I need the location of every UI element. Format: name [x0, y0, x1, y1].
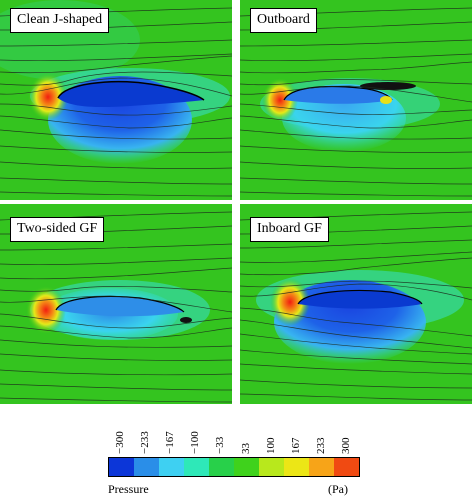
- colorbar-segment: [159, 458, 184, 476]
- colorbar-tick-label: 167: [290, 437, 302, 455]
- colorbar-tick-label: 33: [239, 443, 252, 454]
- colorbar-tick-label: −100: [189, 431, 202, 454]
- colorbar-tick-label: −167: [164, 431, 176, 454]
- panel-inboard-gf: Inboard GF: [240, 204, 472, 404]
- colorbar-tick-label: −233: [138, 431, 151, 454]
- colorbar-segment: [209, 458, 234, 476]
- panel-label: Clean J-shaped: [10, 8, 110, 33]
- colorbar-segment: [134, 458, 159, 476]
- colorbar-segment: [259, 458, 284, 476]
- colorbar-quantity-label: Pressure: [108, 482, 149, 496]
- colorbar-tick-label: 100: [264, 437, 277, 455]
- pressure-colorbar-legend: −300 −233 −167 −100 −33 33 100 167 233 300 Pressu…: [96, 420, 366, 500]
- colorbar-unit-label: (Pa): [328, 482, 348, 496]
- panel-clean-j-shaped: Clean J-shaped: [0, 0, 232, 200]
- colorbar-segment: [309, 458, 334, 476]
- panel-label: Outboard: [250, 8, 317, 33]
- colorbar-tick-label: 300: [340, 437, 353, 455]
- colorbar: [108, 457, 360, 477]
- colorbar-segment: [334, 458, 359, 476]
- panel-label: Two-sided GF: [10, 217, 105, 242]
- colorbar-tick-label: 233: [315, 437, 328, 455]
- panel-two-sided-gf: Two-sided GF: [0, 204, 232, 404]
- colorbar-tick-label: −33: [214, 436, 227, 454]
- colorbar-segment: [234, 458, 259, 476]
- panel-label: Inboard GF: [250, 217, 329, 242]
- colorbar-segment: [109, 458, 134, 476]
- pressure-contour-inboard: [240, 204, 472, 404]
- colorbar-tick-label: −300: [113, 431, 126, 454]
- pressure-contour-outboard: [240, 0, 472, 200]
- colorbar-segment: [284, 458, 309, 476]
- panel-outboard: Outboard: [240, 0, 472, 200]
- colorbar-segment: [184, 458, 209, 476]
